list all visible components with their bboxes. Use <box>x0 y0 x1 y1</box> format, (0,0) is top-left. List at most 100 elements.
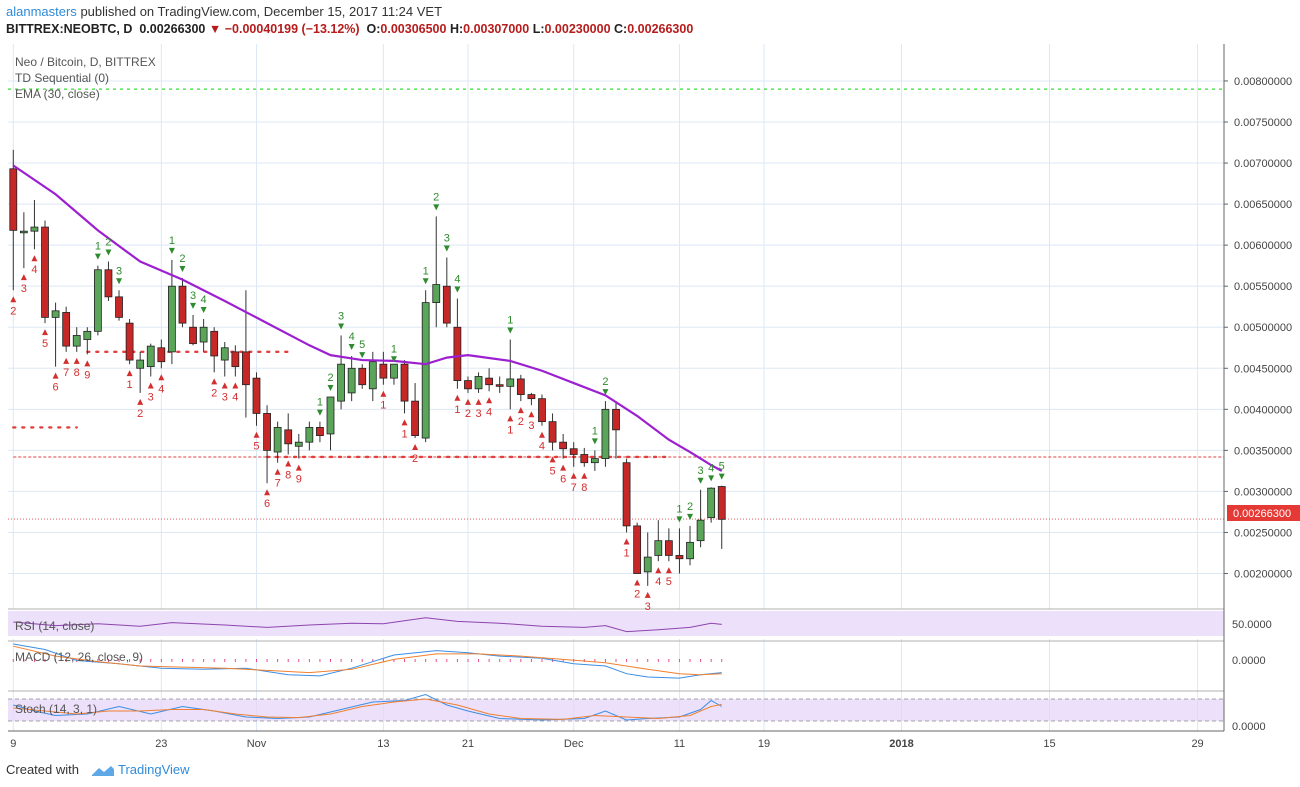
candle[interactable] <box>146 343 155 377</box>
candle[interactable] <box>612 401 620 459</box>
candle[interactable] <box>601 401 610 467</box>
candle[interactable] <box>9 149 18 291</box>
candle[interactable] <box>717 485 726 549</box>
tradingview-link[interactable]: TradingView <box>118 762 190 777</box>
candle[interactable] <box>136 351 145 393</box>
candle[interactable] <box>41 220 49 324</box>
candle-body <box>273 426 282 453</box>
candle[interactable] <box>305 421 314 451</box>
td-sell-count: 5 <box>359 339 365 351</box>
candles[interactable] <box>9 149 726 586</box>
candle-body <box>580 454 589 464</box>
candle[interactable] <box>400 360 409 414</box>
candle[interactable] <box>157 339 166 369</box>
candle[interactable] <box>696 489 705 548</box>
td-sell-count: 1 <box>95 241 101 253</box>
candle[interactable] <box>506 339 515 410</box>
candle[interactable] <box>115 290 123 321</box>
candle[interactable] <box>263 405 271 484</box>
candle[interactable] <box>178 277 187 328</box>
rsi-axis-label: 50.0000 <box>1232 619 1272 631</box>
candle[interactable] <box>125 319 134 365</box>
candle[interactable] <box>442 257 451 328</box>
candle[interactable] <box>189 314 197 346</box>
candle[interactable] <box>326 396 335 451</box>
candle[interactable] <box>83 327 92 355</box>
candle-body <box>199 326 208 343</box>
td-sell-count: 1 <box>317 397 323 409</box>
candle[interactable] <box>421 290 430 443</box>
td-sell-count: 3 <box>116 265 122 277</box>
td-buy-count: 4 <box>31 264 37 276</box>
td-sell-count: 2 <box>179 253 185 265</box>
x-tick-label: 19 <box>758 738 770 750</box>
candle[interactable] <box>242 290 250 418</box>
candle[interactable] <box>633 522 642 574</box>
candle[interactable] <box>210 327 219 373</box>
candle[interactable] <box>51 302 60 367</box>
candle[interactable] <box>485 368 494 392</box>
candle-body <box>368 361 377 390</box>
candle[interactable] <box>538 394 546 426</box>
candle-body <box>707 487 716 519</box>
candle[interactable] <box>464 376 472 393</box>
candle[interactable] <box>347 355 356 402</box>
candle[interactable] <box>622 458 631 533</box>
candle[interactable] <box>168 259 176 365</box>
candle[interactable] <box>516 374 525 402</box>
candle[interactable] <box>316 421 324 443</box>
td-buy-arrow <box>644 591 651 598</box>
candle[interactable] <box>220 342 229 377</box>
candle-body <box>601 408 610 459</box>
candle[interactable] <box>104 261 113 301</box>
td-buy-arrow <box>52 372 59 379</box>
td-buy-count: 3 <box>148 391 154 403</box>
candle[interactable] <box>559 433 568 459</box>
candle[interactable] <box>62 306 71 352</box>
candle[interactable] <box>569 442 578 467</box>
candle[interactable] <box>453 298 462 389</box>
td-buy-count: 3 <box>528 420 534 432</box>
td-buy-count: 4 <box>232 391 238 403</box>
candle[interactable] <box>664 528 673 562</box>
candle[interactable] <box>590 450 599 471</box>
candle[interactable] <box>72 327 81 352</box>
td-sell-count: 4 <box>708 462 714 474</box>
candle[interactable] <box>273 421 282 463</box>
stoch-axis-label: 0.0000 <box>1232 721 1266 733</box>
candle-body <box>453 326 462 381</box>
td-sell-count: 1 <box>507 315 513 327</box>
candle[interactable] <box>527 392 536 406</box>
candle[interactable] <box>390 363 398 385</box>
candle[interactable] <box>30 199 39 250</box>
candle[interactable] <box>199 319 208 352</box>
candle[interactable] <box>231 345 240 377</box>
candle[interactable] <box>707 487 716 523</box>
candle[interactable] <box>432 216 441 328</box>
candle[interactable] <box>337 335 345 410</box>
candle[interactable] <box>358 364 367 389</box>
rsi-line <box>13 617 722 633</box>
candle[interactable] <box>548 413 557 451</box>
td-buy-arrow <box>655 567 662 574</box>
y-tick-label: 0.00300000 <box>1234 486 1292 498</box>
author-link[interactable]: alanmasters <box>6 4 77 19</box>
candle[interactable] <box>284 413 293 455</box>
candle[interactable] <box>379 351 388 385</box>
candle[interactable] <box>411 383 419 439</box>
candle[interactable] <box>675 528 684 574</box>
candle[interactable] <box>654 520 663 562</box>
candle[interactable] <box>294 433 303 459</box>
candle[interactable] <box>580 447 589 467</box>
candle[interactable] <box>252 372 261 426</box>
candle[interactable] <box>686 525 694 566</box>
td-buy-arrow <box>486 397 493 404</box>
candle[interactable] <box>474 372 483 393</box>
candle[interactable] <box>495 376 504 393</box>
candle[interactable] <box>19 212 28 269</box>
candle[interactable] <box>643 532 652 586</box>
candle-body <box>83 330 92 340</box>
td-buy-count: 2 <box>465 408 471 420</box>
candle[interactable] <box>93 265 102 336</box>
